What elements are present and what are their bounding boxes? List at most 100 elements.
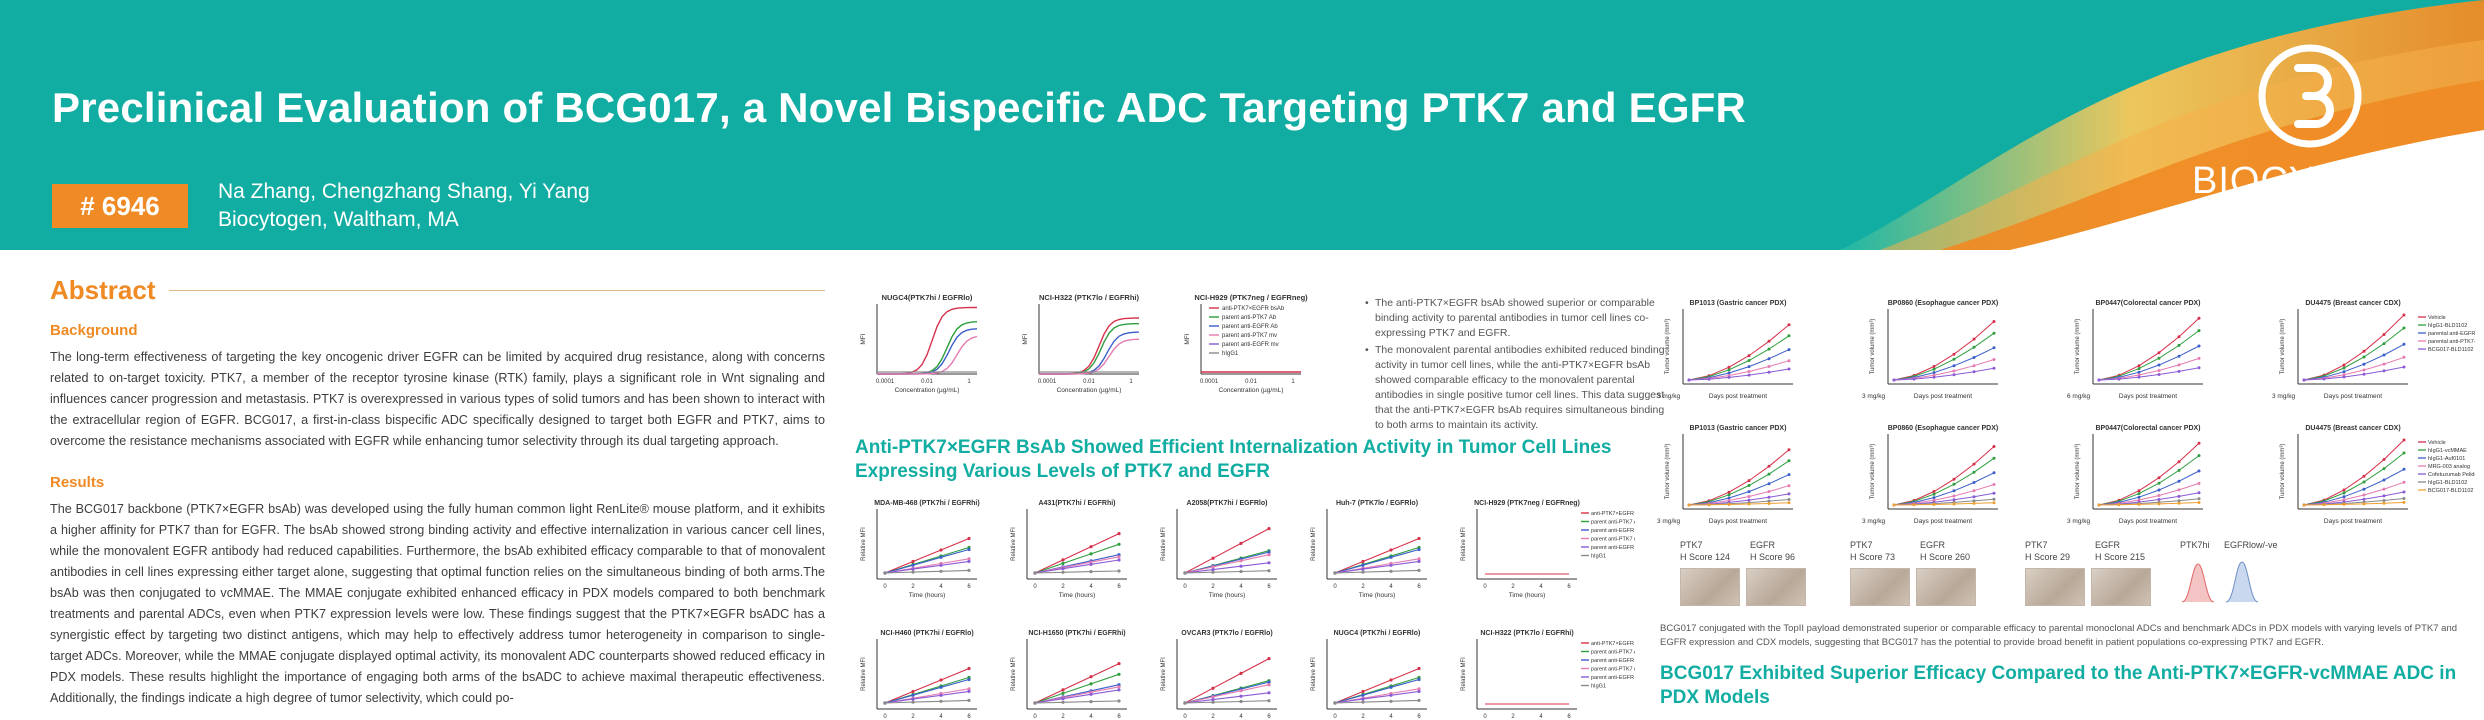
legend-label: parent anti-PTK7 mv [1222, 333, 1277, 339]
internalization-point [1117, 672, 1121, 676]
internalization-point [1361, 559, 1365, 564]
efficacy-chart-title: DU4475 (Breast cancer CDX) [2305, 425, 2400, 432]
internalization-point [1361, 563, 1365, 567]
internalization-x-tick: 0 [1183, 584, 1187, 590]
legend-label: BCG017-BLD1102 [2428, 347, 2473, 353]
internalization-point [1033, 701, 1037, 705]
internalization-x-label: Time (hours) [909, 592, 946, 599]
author-names: Na Zhang, Chengzhang Shang, Yi Yang [218, 180, 590, 203]
efficacy-point [1787, 501, 1791, 505]
efficacy-heading: BCG017 Exhibited Superior Efficacy Compa… [1660, 663, 2457, 708]
efficacy-series [2098, 455, 2200, 506]
efficacy-series [2303, 356, 2405, 381]
internalization-point [1117, 662, 1121, 666]
legend-label: parent anti-PTK7 Ab [1222, 315, 1277, 321]
internalization-y-label: Relative MFI [1161, 527, 1167, 561]
efficacy-point [1972, 345, 1976, 349]
internalization-x-tick: 4 [1389, 714, 1393, 720]
efficacy-point [1952, 364, 1956, 368]
efficacy-point [1707, 503, 1711, 507]
internalization-series [1334, 678, 1420, 704]
internalization-chart: NUGC4 (PTK7hi / EGFRlo)Relative MFI0246T… [1311, 630, 1427, 720]
internalization-point [911, 559, 915, 564]
efficacy-x-label: Days post treatment [2119, 393, 2177, 400]
efficacy-point [2177, 460, 2181, 464]
internalization-point [1239, 541, 1243, 545]
efficacy-point [1992, 331, 1996, 335]
flow-histogram [2181, 561, 2259, 603]
legend-label: Cofetuzumab Pelidotin analog [2428, 472, 2475, 478]
internalization-point [1267, 550, 1271, 554]
efficacy-series [2098, 317, 2200, 381]
background-text: The long-term effectiveness of targeting… [50, 350, 825, 448]
legend-label: hIgG1-vcMMAE [2428, 448, 2467, 454]
binding-x-tick: 0.0001 [1200, 379, 1219, 385]
efficacy-point [1992, 366, 1996, 370]
efficacy-point [2137, 375, 2141, 379]
internalization-y-label: Relative MFI [1161, 657, 1167, 691]
internalization-point [1211, 695, 1215, 699]
internalization-series [1184, 658, 1270, 704]
efficacy-point [2362, 355, 2366, 359]
binding-x-tick: 1 [1129, 379, 1133, 385]
internalization-chart-title: MDA-MB-468 (PTK7hi / EGFRhi) [874, 500, 979, 507]
internalization-x-tick: 4 [1539, 714, 1543, 720]
efficacy-y-label: Tumor volume (mm³) [1870, 319, 1876, 375]
internalization-point [1361, 693, 1365, 697]
efficacy-point [2197, 356, 2201, 360]
internalization-point [1117, 532, 1121, 536]
efficacy-series [1688, 449, 1790, 506]
internalization-point [1389, 569, 1393, 573]
internalization-chart: NCI-H322 (PTK7lo / EGFRhi) Relative MFI 0 2… [1461, 630, 1648, 720]
internalization-point [1361, 689, 1365, 694]
efficacy-point [2302, 503, 2306, 507]
efficacy-point [2177, 494, 2181, 498]
efficacy-point [1727, 490, 1731, 494]
efficacy-point [2177, 343, 2181, 347]
efficacy-point [2137, 373, 2141, 377]
internalization-point [1267, 553, 1271, 557]
internalization-series [1334, 667, 1420, 704]
efficacy-point [1727, 368, 1731, 372]
efficacy-chart-title: DU4475 (Breast cancer CDX) [2305, 300, 2400, 307]
efficacy-point [2402, 500, 2406, 504]
efficacy-point [2177, 488, 2181, 492]
legend-label: hIgG1-BLD1102 [2428, 480, 2467, 486]
binding-chart-title: NUGC4(PTK7hi / EGFRlo) [882, 293, 973, 302]
binding-curve [1039, 331, 1140, 375]
internalization-x-tick: 4 [1239, 584, 1243, 590]
efficacy-series [1893, 321, 1995, 381]
efficacy-point [2402, 451, 2406, 455]
biocytogen-logo-icon [2258, 44, 2362, 148]
internalization-x-tick: 6 [1417, 714, 1421, 720]
efficacy-point [2342, 502, 2346, 506]
efficacy-series [1688, 460, 1790, 506]
internalization-x-tick: 6 [1267, 584, 1271, 590]
header-banner: Preclinical Evaluation of BCG017, a Nove… [0, 0, 2484, 250]
internalization-chart: Huh-7 (PTK7lo / EGFRlo) Relative MFI 0 2 4 6 T… [1311, 500, 1427, 599]
internalization-chart-title: OVCAR3 (PTK7lo / EGFRlo) [1181, 630, 1272, 637]
ihc-egfr-label: EGFR [2095, 540, 2121, 550]
efficacy-point [1972, 481, 1976, 484]
internalization-x-tick: 2 [1061, 714, 1065, 720]
efficacy-point [1992, 491, 1996, 495]
efficacy-chart: BP0860 (Esophague cancer PDX) Tumor volum… [1862, 300, 1998, 400]
internalization-series [1184, 692, 1270, 704]
efficacy-point [2342, 373, 2346, 377]
internalization-point [1117, 569, 1121, 573]
internalization-point [1239, 699, 1243, 704]
internalization-point [967, 677, 971, 682]
internalization-point [1333, 571, 1337, 575]
internalization-x-tick: 6 [1117, 714, 1121, 720]
efficacy-point [1767, 464, 1771, 468]
internalization-point [1061, 567, 1065, 571]
efficacy-point [2342, 370, 2346, 374]
internalization-point [1417, 568, 1421, 572]
efficacy-point [1932, 367, 1936, 371]
efficacy-point [2197, 366, 2201, 370]
efficacy-point [2382, 467, 2386, 471]
efficacy-point [2157, 369, 2161, 372]
binding-x-label: Concentration (µg/mL) [1219, 387, 1284, 394]
internalization-x-tick: 4 [1089, 714, 1093, 720]
legend-label: parent anti-PTK7 mv [1591, 537, 1635, 543]
